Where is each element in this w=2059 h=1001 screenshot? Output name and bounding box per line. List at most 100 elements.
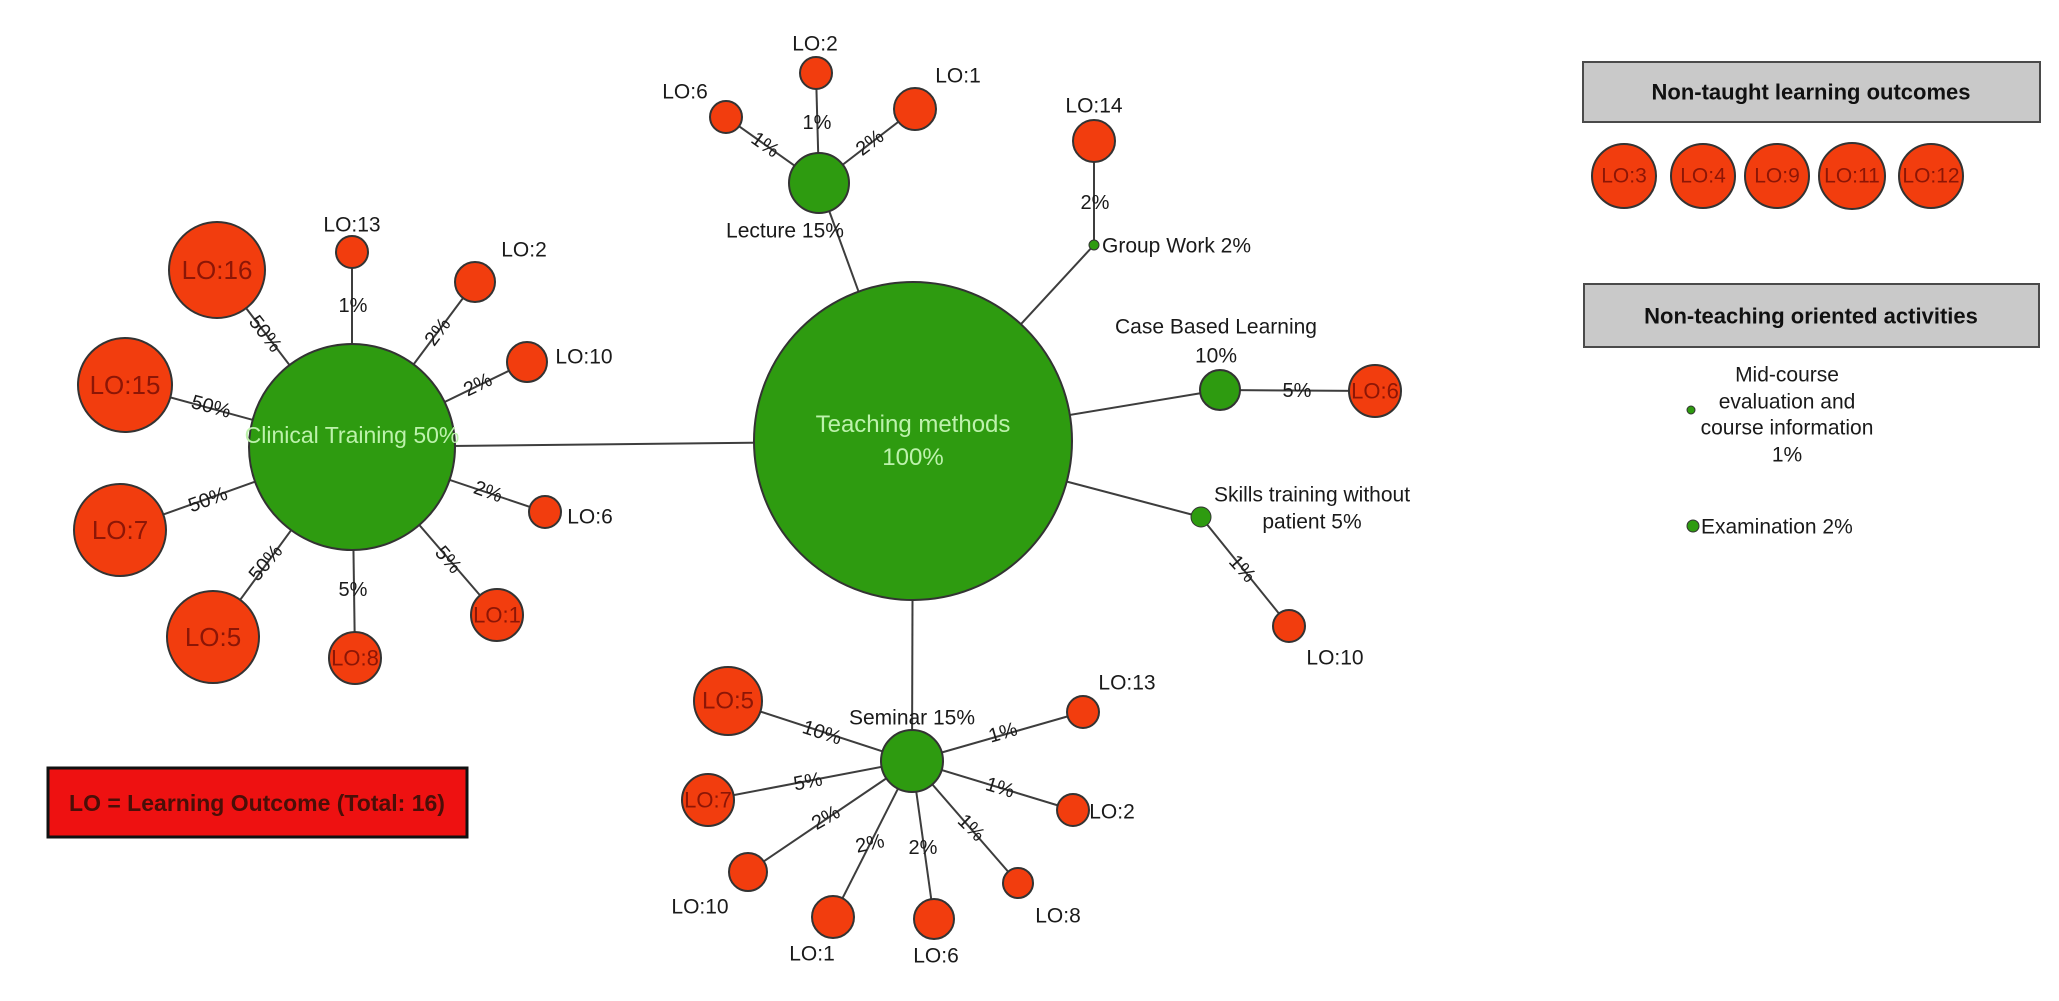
legend-box — [46, 766, 469, 839]
edge-label-23-1%: 1% — [986, 718, 1020, 747]
node-clinical-lo8 — [328, 631, 382, 685]
node-skills-training — [1190, 506, 1212, 528]
node-seminar-lo8 — [1002, 867, 1034, 899]
edge-label-17-5%: 5% — [792, 768, 825, 795]
node-clinical-lo7 — [73, 483, 167, 577]
node-clinical-lo6 — [528, 495, 562, 529]
label-seminar-lo7: LO:7 — [684, 788, 732, 813]
node-panel-lo3 — [1591, 143, 1657, 209]
label-clinical-lo5: LO:5 — [185, 622, 241, 652]
label-groupwork-lo14: LO:14 — [1065, 95, 1123, 118]
label-panel-lo11: LO:11 — [1824, 165, 1880, 188]
edge-label-20-2%: 2% — [909, 837, 938, 859]
node-panel-lo12 — [1898, 143, 1964, 209]
node-case-based-learning — [1199, 369, 1241, 411]
label-teaching-methods: Teaching methods — [816, 411, 1011, 438]
edge-seminar-to-seminar-lo10 — [747, 760, 913, 873]
edge-label-5-50%: 50% — [185, 483, 230, 517]
node-seminar-lo13 — [1066, 695, 1100, 729]
node-examination-dot — [1686, 519, 1700, 533]
label-clinical-lo7: LO:7 — [92, 515, 148, 545]
node-clinical-training — [248, 343, 456, 551]
node-clinical-lo5 — [166, 590, 260, 684]
edge-label-6-50%: 50% — [245, 540, 288, 585]
edge-seminar-to-seminar-lo7 — [707, 760, 913, 801]
edge-label-9-2%: 2% — [471, 477, 506, 508]
label-skills-lo10: LO:10 — [1306, 647, 1363, 670]
node-teaching-methods — [753, 281, 1073, 601]
edge-label-4-50%: 50% — [189, 391, 234, 423]
node-seminar-lo1 — [811, 895, 855, 939]
label-seminar-lo10: LO:10 — [671, 896, 728, 919]
label-lecture-lo1: LO:1 — [935, 65, 981, 88]
label-panel-lo3: LO:3 — [1601, 165, 1647, 188]
label-skills-training: patient 5% — [1262, 511, 1361, 534]
label-panel-lo9: LO:9 — [1754, 165, 1800, 188]
node-clinical-lo10 — [506, 341, 548, 383]
node-lecture-lo1 — [893, 87, 937, 131]
label-lecture-lo2: LO:2 — [792, 33, 838, 56]
edge-label-3-2%: 2% — [460, 369, 496, 402]
edge-label-0-50%: 50% — [244, 311, 286, 356]
node-skills-lo10 — [1272, 609, 1306, 643]
non-teaching-panel-title: Non-teaching oriented activities — [1644, 304, 1978, 329]
node-seminar-lo7 — [681, 773, 735, 827]
label-clinical-lo2: LO:2 — [501, 239, 547, 262]
label-seminar-lo6: LO:6 — [913, 945, 959, 968]
edge-label-19-2%: 2% — [854, 830, 887, 858]
edge-label-13-2%: 2% — [1081, 192, 1110, 214]
edge-label-14-5%: 5% — [1283, 380, 1312, 402]
label-lecture: Lecture 15% — [726, 220, 844, 243]
midcourse-line4: 1% — [1772, 444, 1802, 467]
edge-label-10-1%: 1% — [747, 128, 783, 163]
node-lecture-lo6 — [709, 100, 743, 134]
label-teaching-methods: 100% — [882, 444, 943, 471]
examination-label: Examination 2% — [1701, 516, 1853, 539]
midcourse-line1: Mid-course — [1735, 364, 1839, 387]
edge-label-22-1%: 1% — [983, 773, 1017, 803]
label-seminar-lo5: LO:5 — [702, 688, 754, 715]
edge-label-18-2%: 2% — [808, 801, 844, 835]
node-midcourse-dot — [1686, 405, 1696, 415]
node-clinical-lo2 — [454, 261, 496, 303]
node-clinical-lo1 — [470, 588, 524, 642]
label-seminar-lo8: LO:8 — [1035, 905, 1081, 928]
label-cbl-lo6: LO:6 — [1351, 379, 1399, 404]
edge-label-7-5%: 5% — [339, 579, 368, 601]
label-skills-training: Skills training without — [1214, 484, 1410, 507]
node-panel-lo11 — [1818, 142, 1886, 210]
label-seminar-lo2: LO:2 — [1089, 801, 1135, 824]
label-group-work: Group Work 2% — [1102, 235, 1251, 258]
label-clinical-lo8: LO:8 — [331, 646, 379, 671]
edge-label-15-1%: 1% — [1224, 551, 1260, 587]
label-clinical-lo1: LO:1 — [473, 603, 521, 628]
label-seminar-lo13: LO:13 — [1098, 672, 1155, 695]
label-clinical-lo13: LO:13 — [323, 214, 380, 237]
node-group-work — [1088, 239, 1100, 251]
node-clinical-lo15 — [77, 337, 173, 433]
label-panel-lo12: LO:12 — [1902, 165, 1959, 188]
node-seminar-lo10 — [728, 852, 768, 892]
label-lecture-lo6: LO:6 — [662, 81, 708, 104]
legend-text: LO = Learning Outcome (Total: 16) — [69, 790, 445, 816]
label-clinical-lo15: LO:15 — [90, 370, 161, 400]
midcourse-line2: evaluation and — [1719, 391, 1856, 414]
label-panel-lo4: LO:4 — [1680, 165, 1726, 188]
label-clinical-lo16: LO:16 — [182, 255, 253, 285]
edge-skills-training-to-skills-lo10 — [1200, 516, 1290, 627]
non-taught-panel — [1582, 61, 2041, 123]
node-panel-lo4 — [1670, 143, 1736, 209]
label-clinical-lo10: LO:10 — [555, 346, 612, 369]
edge-label-12-2%: 2% — [852, 125, 888, 160]
label-seminar-lo1: LO:1 — [789, 943, 835, 966]
node-lecture-lo2 — [799, 56, 833, 90]
node-lecture — [788, 152, 850, 214]
label-seminar: Seminar 15% — [849, 707, 975, 730]
edge-label-11-1%: 1% — [803, 112, 832, 134]
node-clinical-lo13 — [335, 235, 369, 269]
non-teaching-panel — [1583, 283, 2040, 348]
label-clinical-training: Clinical Training 50% — [245, 422, 460, 448]
edge-label-1-1%: 1% — [339, 295, 368, 317]
